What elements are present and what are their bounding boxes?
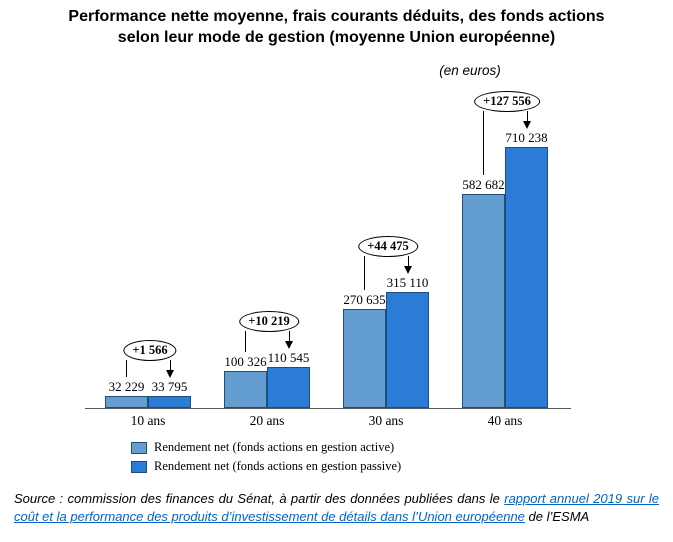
source-text-prefix: Source : commission des finances du Séna…	[14, 491, 505, 506]
bar-gestion-passive	[505, 147, 548, 408]
x-tick-label: 40 ans	[487, 413, 523, 428]
annotation-arrowhead-icon	[284, 341, 293, 350]
legend-item: Rendement net (fonds actions en gestion …	[131, 459, 401, 474]
source-text-suffix: de l’ESMA	[524, 509, 590, 524]
annotation-ellipse: +44 475	[358, 236, 418, 258]
value-label-passive: 710 238	[505, 130, 548, 145]
legend-swatch-icon	[131, 460, 147, 473]
chart-legend: Rendement net (fonds actions en gestion …	[131, 440, 401, 478]
annotation-arrow-line	[169, 359, 171, 370]
annotation-arrowhead-icon	[165, 369, 174, 378]
annotation-connector-line	[244, 331, 246, 353]
annotation-connector-line	[482, 111, 484, 175]
annotation-arrowhead-icon	[522, 121, 531, 129]
value-label-active: 270 635	[343, 291, 386, 307]
legend-item: Rendement net (fonds actions en gestion …	[131, 440, 401, 455]
value-label-passive: 315 110	[386, 275, 429, 291]
annotation-arrow-line	[407, 256, 409, 267]
unit-note: (en euros)	[439, 63, 501, 78]
bar-gestion-passive	[148, 395, 191, 408]
legend-swatch-icon	[131, 441, 147, 454]
chart-title: Performance nette moyenne, frais courant…	[0, 6, 673, 48]
annotation-arrow-line	[526, 111, 528, 121]
bar-gestion-active	[462, 193, 505, 408]
source-link[interactable]: rapport annuel 2019 sur le coût et la pe…	[14, 491, 659, 524]
bar-gestion-active	[224, 371, 267, 408]
bar-gestion-passive	[386, 292, 429, 408]
value-label-active: 582 682	[462, 176, 505, 192]
x-axis	[85, 408, 571, 409]
source-note: Source : commission des finances du Séna…	[14, 490, 659, 526]
annotation-ellipse: +1 566	[123, 339, 177, 361]
x-tick-label: 30 ans	[368, 413, 404, 428]
annotation-arrow-line	[288, 331, 290, 342]
value-label-passive: 33 795	[151, 378, 188, 394]
annotation-connector-line	[363, 256, 365, 290]
annotation-connector-line	[125, 359, 127, 378]
annotation-ellipse: +127 556	[474, 91, 540, 112]
bar-gestion-active	[105, 396, 148, 408]
x-tick-label: 10 ans	[130, 413, 166, 428]
value-label-passive: 110 545	[267, 350, 310, 366]
bar-gestion-passive	[267, 367, 310, 408]
annotation-arrowhead-icon	[403, 266, 412, 275]
value-label-active: 100 326	[224, 354, 267, 370]
chart-title-line1: Performance nette moyenne, frais courant…	[68, 8, 605, 25]
legend-label: Rendement net (fonds actions en gestion …	[154, 459, 402, 473]
bar-gestion-active	[343, 308, 386, 408]
value-label-active: 32 229	[108, 379, 145, 395]
annotation-ellipse: +10 219	[239, 311, 299, 333]
chart-title-line2: selon leur mode de gestion (moyenne Unio…	[117, 29, 556, 46]
x-tick-label: 20 ans	[249, 413, 285, 428]
legend-label: Rendement net (fonds actions en gestion …	[154, 440, 395, 454]
